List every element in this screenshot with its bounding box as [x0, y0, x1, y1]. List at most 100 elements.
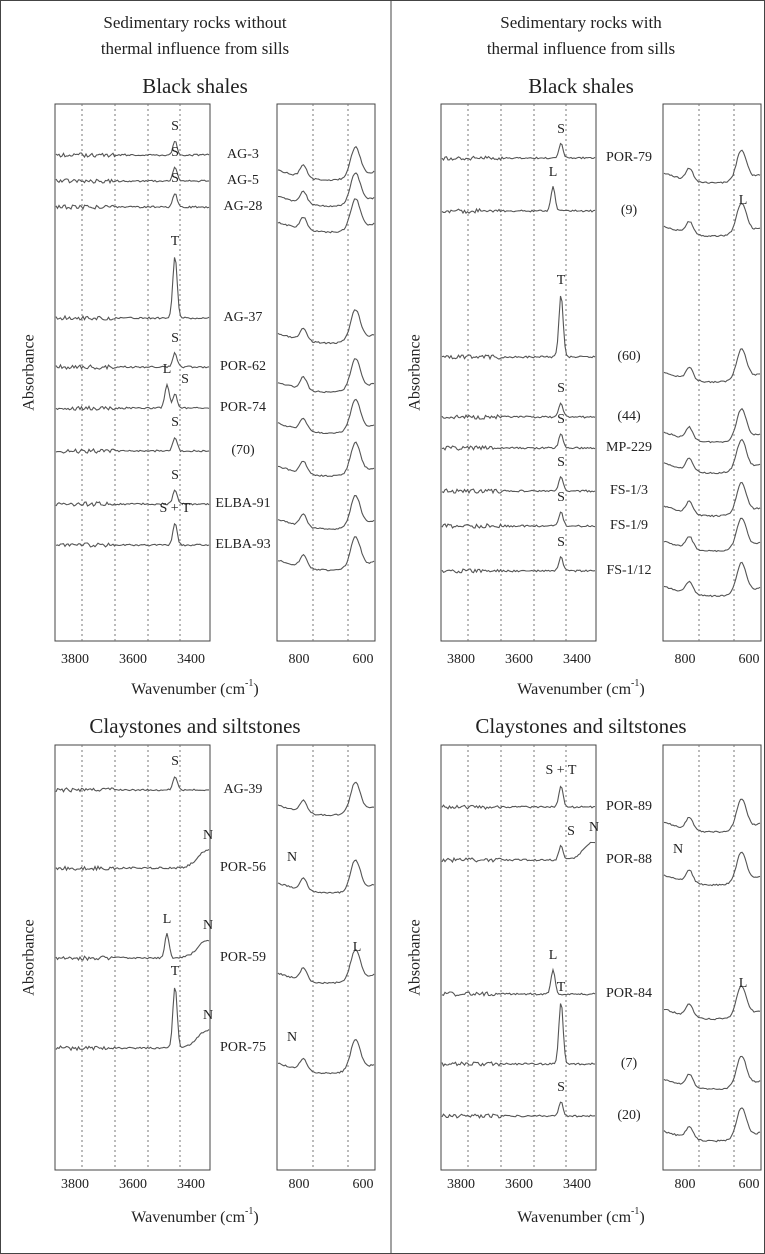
sample-label: POR-62 [220, 359, 266, 374]
x-axis-label-sup: -1 [631, 678, 639, 689]
spectrum [441, 475, 596, 495]
spectrum [55, 166, 210, 185]
sample-label: AG-39 [224, 782, 263, 797]
x-tick-label: 3400 [177, 652, 205, 667]
spectrum [441, 785, 596, 811]
peak-label: N [287, 1030, 297, 1045]
sample-label: FS-1/9 [610, 518, 648, 533]
peak-label: N [203, 828, 213, 843]
spectrum [663, 1055, 761, 1091]
spectrum [663, 798, 761, 834]
peak-label: N [589, 820, 599, 835]
sample-label: AG-37 [224, 310, 263, 325]
spectrum [55, 987, 210, 1052]
peak-label: S + T [546, 763, 577, 778]
sample-label: POR-88 [606, 852, 652, 867]
y-axis-label: Absorbance [21, 334, 38, 410]
spectrum [441, 555, 596, 574]
column-heading: thermal influence from sills [487, 39, 675, 58]
sample-label: (9) [621, 203, 638, 218]
sample-label: FS-1/12 [606, 563, 651, 578]
spectrum [55, 933, 210, 962]
sample-label: ELBA-93 [215, 537, 270, 552]
x-tick-label: 3800 [61, 1177, 89, 1192]
sample-label: POR-75 [220, 1040, 266, 1055]
x-axis-label-sup: -1 [245, 678, 253, 689]
spectrum [55, 257, 210, 321]
spectrum [55, 522, 210, 548]
spectrum [663, 1107, 761, 1143]
peak-label: S [557, 535, 565, 550]
peak-label: L [163, 362, 172, 377]
x-tick-label: 800 [675, 652, 696, 667]
sample-label: POR-59 [220, 950, 266, 965]
x-tick-label: 3600 [505, 652, 533, 667]
peak-label: L [163, 912, 172, 927]
spectrum [663, 438, 761, 475]
spectrum [277, 441, 375, 478]
peak-label: N [287, 850, 297, 865]
peak-label: N [203, 1008, 213, 1023]
sample-label: POR-84 [606, 986, 652, 1001]
sample-label: POR-74 [220, 400, 266, 415]
column-heading: Sedimentary rocks without [103, 13, 286, 32]
peak-label: T [171, 234, 180, 249]
peak-label: S [181, 372, 189, 387]
x-axis-label-end: ) [639, 1209, 644, 1226]
spectrum [277, 1038, 375, 1075]
x-axis-label-sup: -1 [245, 1206, 253, 1217]
peak-label: N [203, 918, 213, 933]
sample-label: MP-229 [606, 440, 652, 455]
spectrum [441, 295, 596, 361]
peak-label: S [557, 122, 565, 137]
spectrum [663, 407, 761, 444]
spectrum [277, 495, 375, 531]
peak-label: L [549, 165, 558, 180]
sample-label: FS-1/3 [610, 483, 648, 498]
peak-label: S [557, 455, 565, 470]
peak-label: T [171, 964, 180, 979]
sample-label: AG-3 [227, 147, 259, 162]
spectrum [277, 358, 375, 394]
peak-label: S [557, 490, 565, 505]
peak-label: T [557, 980, 566, 995]
spectrum [55, 140, 210, 159]
x-tick-label: 600 [353, 652, 374, 667]
x-axis-label-end: ) [639, 681, 644, 698]
spectrum [441, 841, 596, 864]
x-tick-label: 3800 [61, 652, 89, 667]
peak-label: S [171, 331, 179, 346]
sample-label: POR-56 [220, 860, 266, 875]
spectrum [277, 309, 375, 345]
x-axis-label-sup: -1 [631, 1206, 639, 1217]
sample-label: (20) [617, 1108, 641, 1123]
x-axis-label: Wavenumber (cm-1) [517, 1206, 644, 1225]
spectrum [663, 561, 761, 598]
x-axis-label-end: ) [253, 1209, 258, 1226]
spectrum [441, 1101, 596, 1120]
sample-label: POR-79 [606, 150, 652, 165]
spectrum [277, 398, 375, 435]
peak-label: S + T [160, 501, 191, 516]
spectrum [55, 382, 210, 411]
spectrum [441, 433, 596, 451]
spectrum [277, 536, 375, 572]
panel-title: Black shales [528, 74, 634, 98]
spectrum [441, 402, 596, 420]
spectrum [55, 849, 210, 872]
x-axis-label: Wavenumber (cm-1) [131, 1206, 258, 1225]
x-tick-label: 800 [675, 1177, 696, 1192]
sample-label: ELBA-91 [215, 496, 270, 511]
spectrum [441, 1003, 596, 1067]
y-axis-label: Absorbance [407, 919, 424, 995]
spectrum [277, 172, 375, 208]
spectrum [55, 489, 210, 507]
plot-box [54, 103, 211, 642]
x-axis-label-text: Wavenumber (cm [517, 681, 631, 698]
peak-label: S [567, 824, 575, 839]
spectrum [663, 481, 761, 518]
peak-label: S [171, 468, 179, 483]
spectrum [277, 948, 375, 985]
spectrum [663, 348, 761, 384]
